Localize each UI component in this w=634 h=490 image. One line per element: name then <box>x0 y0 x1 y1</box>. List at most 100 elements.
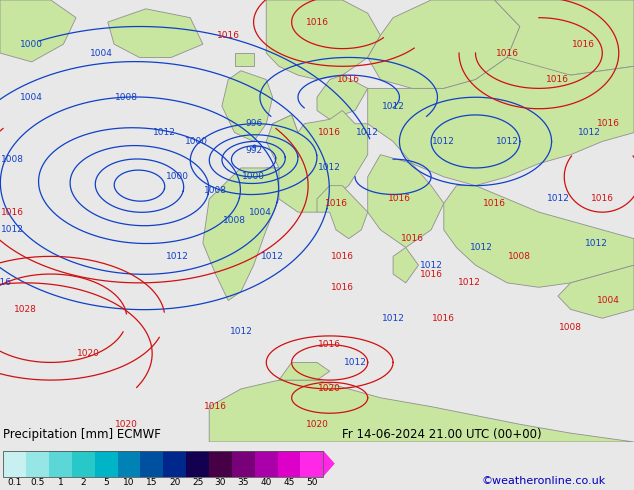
Bar <box>72 451 94 477</box>
Polygon shape <box>266 111 368 212</box>
Text: 1000: 1000 <box>185 137 208 146</box>
Text: 1012: 1012 <box>344 358 366 367</box>
Text: 1012: 1012 <box>382 101 404 111</box>
Text: 2: 2 <box>81 478 86 488</box>
Text: 35: 35 <box>238 478 249 488</box>
Bar <box>301 451 323 477</box>
Text: 1016: 1016 <box>483 199 506 208</box>
Text: 1012: 1012 <box>470 243 493 252</box>
Text: 1008: 1008 <box>1 155 24 164</box>
Bar <box>26 451 49 477</box>
Text: 1016: 1016 <box>597 119 620 128</box>
Text: 1016: 1016 <box>306 18 328 26</box>
Text: 1012: 1012 <box>166 252 189 261</box>
Text: 1008: 1008 <box>115 93 138 102</box>
Polygon shape <box>368 57 634 186</box>
Text: 10: 10 <box>123 478 134 488</box>
Text: 45: 45 <box>283 478 295 488</box>
Text: 1016: 1016 <box>217 31 240 40</box>
Text: 1016: 1016 <box>204 402 227 411</box>
Bar <box>3 451 323 477</box>
Text: 1016: 1016 <box>388 195 411 203</box>
Text: 1028: 1028 <box>14 305 37 314</box>
Polygon shape <box>209 380 634 442</box>
Text: 1012: 1012 <box>230 327 252 336</box>
Text: 1016: 1016 <box>572 40 595 49</box>
Polygon shape <box>558 265 634 318</box>
Polygon shape <box>279 363 330 380</box>
Polygon shape <box>317 75 368 120</box>
Text: ©weatheronline.co.uk: ©weatheronline.co.uk <box>482 476 606 486</box>
Text: 1008: 1008 <box>508 252 531 261</box>
Text: 1004: 1004 <box>90 49 113 57</box>
Text: 0.1: 0.1 <box>8 478 22 488</box>
Bar <box>49 451 72 477</box>
Text: 1004: 1004 <box>249 208 271 217</box>
Text: 50: 50 <box>306 478 318 488</box>
Text: 1000: 1000 <box>242 172 265 181</box>
Text: 1000: 1000 <box>166 172 189 181</box>
Text: 1012: 1012 <box>261 252 284 261</box>
Polygon shape <box>393 247 418 283</box>
Text: Fr 14-06-2024 21.00 UTC (00+00): Fr 14-06-2024 21.00 UTC (00+00) <box>342 428 542 441</box>
Text: 1020: 1020 <box>77 349 100 358</box>
Bar <box>164 451 186 477</box>
Polygon shape <box>108 9 203 57</box>
Bar <box>3 451 26 477</box>
Polygon shape <box>368 0 520 88</box>
Text: 1016: 1016 <box>325 199 347 208</box>
Text: 1012: 1012 <box>458 278 481 287</box>
Text: 1020: 1020 <box>115 420 138 429</box>
Polygon shape <box>273 115 298 150</box>
Text: 1016: 1016 <box>432 314 455 323</box>
Bar <box>94 451 117 477</box>
Bar <box>278 451 301 477</box>
Text: 992: 992 <box>245 146 262 155</box>
Text: 1016: 1016 <box>318 128 341 137</box>
Text: 1000: 1000 <box>20 40 43 49</box>
Text: 1008: 1008 <box>204 186 227 195</box>
Polygon shape <box>495 0 634 75</box>
Bar <box>209 451 232 477</box>
Bar <box>255 451 278 477</box>
Text: 1012: 1012 <box>432 137 455 146</box>
Text: 1012: 1012 <box>318 164 341 172</box>
Text: 1004: 1004 <box>597 296 620 305</box>
Text: 1016: 1016 <box>420 270 443 278</box>
Text: 30: 30 <box>215 478 226 488</box>
Text: 1012: 1012 <box>1 225 24 234</box>
Text: Precipitation [mm] ECMWF: Precipitation [mm] ECMWF <box>3 428 161 441</box>
Bar <box>117 451 140 477</box>
Text: 1008: 1008 <box>223 217 246 225</box>
Text: 1012: 1012 <box>382 314 404 323</box>
Text: 1016: 1016 <box>591 195 614 203</box>
Text: 1016: 1016 <box>337 75 360 84</box>
Text: 15: 15 <box>146 478 158 488</box>
Polygon shape <box>203 168 279 300</box>
Text: 1016: 1016 <box>318 340 341 349</box>
Text: 1012: 1012 <box>578 128 601 137</box>
Text: 1016: 1016 <box>331 252 354 261</box>
Polygon shape <box>444 186 634 287</box>
Text: 1: 1 <box>58 478 63 488</box>
Polygon shape <box>235 53 254 66</box>
Text: 996: 996 <box>245 119 262 128</box>
Bar <box>140 451 164 477</box>
Text: 40: 40 <box>261 478 272 488</box>
Bar <box>186 451 209 477</box>
Polygon shape <box>317 186 368 239</box>
Polygon shape <box>368 155 444 247</box>
Text: 1020: 1020 <box>306 420 328 429</box>
Text: 1008: 1008 <box>559 322 582 332</box>
Bar <box>232 451 255 477</box>
Text: 1012: 1012 <box>547 195 569 203</box>
Text: 20: 20 <box>169 478 181 488</box>
Text: 1012: 1012 <box>356 128 379 137</box>
Polygon shape <box>323 451 335 477</box>
Polygon shape <box>222 71 273 142</box>
Text: 1016: 1016 <box>401 234 424 243</box>
Text: 1020: 1020 <box>318 385 341 393</box>
Text: 25: 25 <box>192 478 204 488</box>
Text: 0.5: 0.5 <box>30 478 44 488</box>
Text: 1016: 1016 <box>496 49 519 57</box>
